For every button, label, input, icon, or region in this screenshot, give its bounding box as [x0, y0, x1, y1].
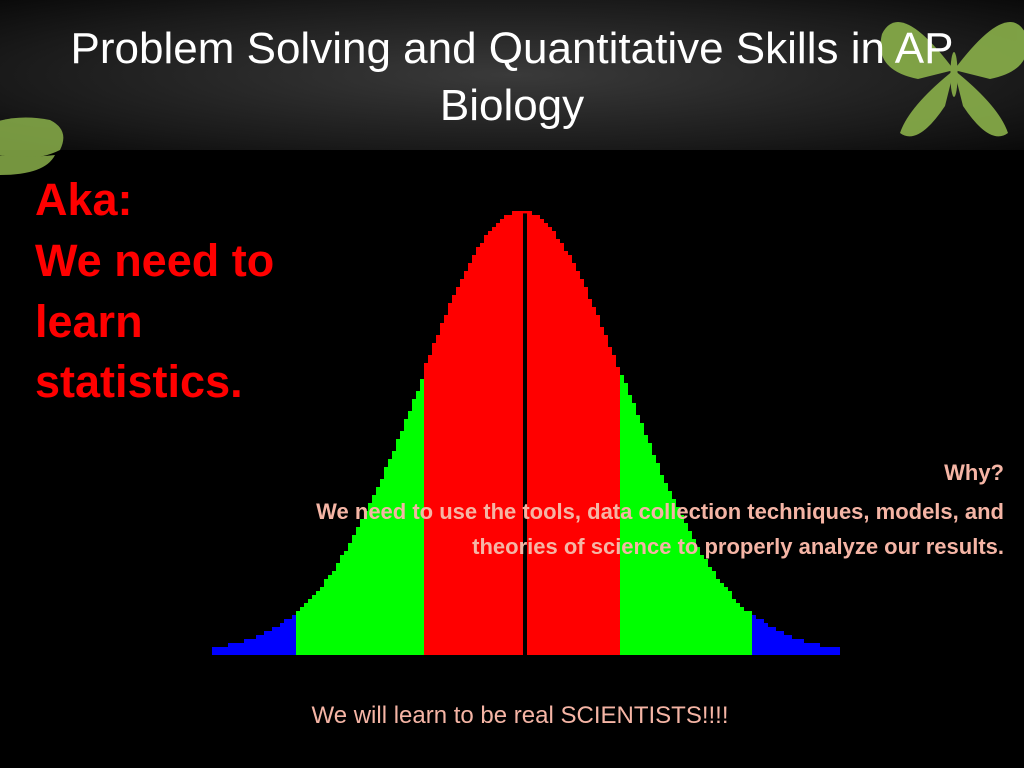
slide-title: Problem Solving and Quantitative Skills …	[0, 20, 1024, 134]
aka-line-4: statistics.	[35, 352, 274, 413]
why-section: Why? We need to use the tools, data coll…	[304, 460, 1004, 564]
bell-curve-chart	[200, 195, 850, 675]
aka-subtitle: Aka: We need to learn statistics.	[35, 170, 274, 413]
why-body: We need to use the tools, data collectio…	[304, 494, 1004, 564]
scientists-tagline: We will learn to be real SCIENTISTS!!!!	[290, 699, 750, 733]
aka-line-2: We need to	[35, 231, 274, 292]
aka-line-3: learn	[35, 292, 274, 353]
why-heading: Why?	[304, 460, 1004, 486]
aka-line-1: Aka:	[35, 170, 274, 231]
